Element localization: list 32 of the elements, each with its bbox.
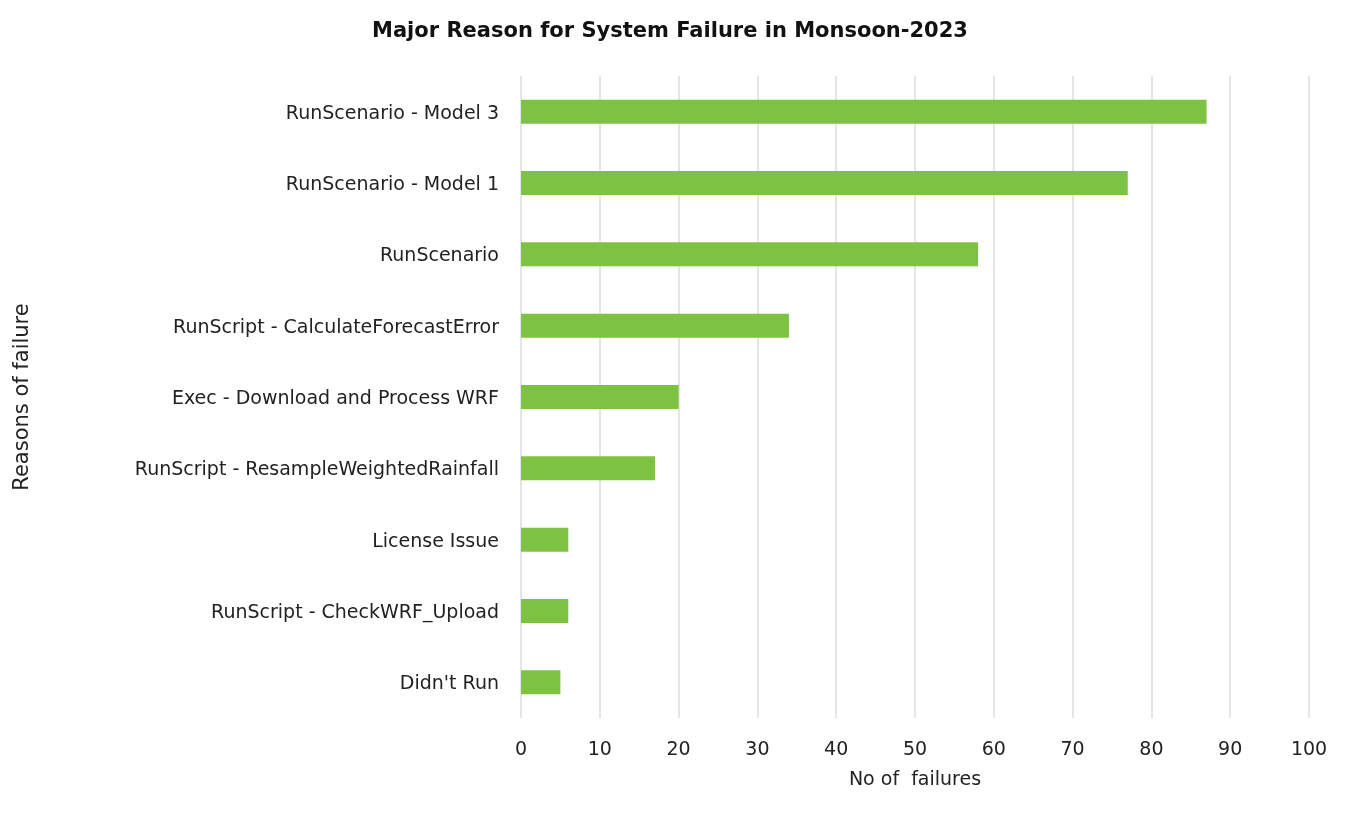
- chart-title: Major Reason for System Failure in Monsoon-2023: [372, 17, 968, 42]
- y-tick-label: RunScenario - Model 3: [285, 100, 499, 123]
- y-tick-label: RunScript - ResampleWeightedRainfall: [134, 457, 499, 480]
- x-tick-label: 10: [587, 736, 612, 759]
- y-tick-label: Didn't Run: [399, 671, 499, 694]
- bar: [521, 670, 561, 695]
- x-tick-label: 80: [1139, 736, 1164, 759]
- x-tick-label: 50: [902, 736, 928, 759]
- x-tick-label: 70: [1060, 736, 1085, 759]
- y-tick-label: RunScript - CheckWRF_Upload: [211, 600, 499, 623]
- x-tick-label: 100: [1290, 736, 1328, 759]
- bar: [521, 527, 569, 552]
- bar: [521, 456, 655, 481]
- x-axis-title: No of failures: [848, 766, 982, 789]
- bar: [521, 171, 1128, 195]
- bar: [521, 599, 569, 623]
- bar: [521, 99, 1207, 124]
- bar: [521, 313, 789, 338]
- y-tick-label: RunScript - CalculateForecastError: [173, 314, 500, 337]
- y-tick-label: RunScenario - Model 1: [285, 172, 499, 194]
- y-tick-label: Exec - Download and Process WRF: [171, 386, 499, 408]
- x-tick-label: 0: [514, 736, 528, 759]
- x-tick-label: 60: [981, 736, 1006, 759]
- y-axis-title: Reasons of failure: [8, 303, 33, 491]
- bar: [521, 242, 979, 267]
- bar: [521, 385, 679, 409]
- y-tick-label: RunScenario: [379, 243, 499, 266]
- x-tick-label: 20: [666, 736, 691, 759]
- x-tick-label: 30: [745, 736, 770, 759]
- x-tick-label: 90: [1218, 736, 1243, 759]
- y-tick-label: License Issue: [372, 528, 499, 551]
- x-tick-label: 40: [824, 736, 849, 759]
